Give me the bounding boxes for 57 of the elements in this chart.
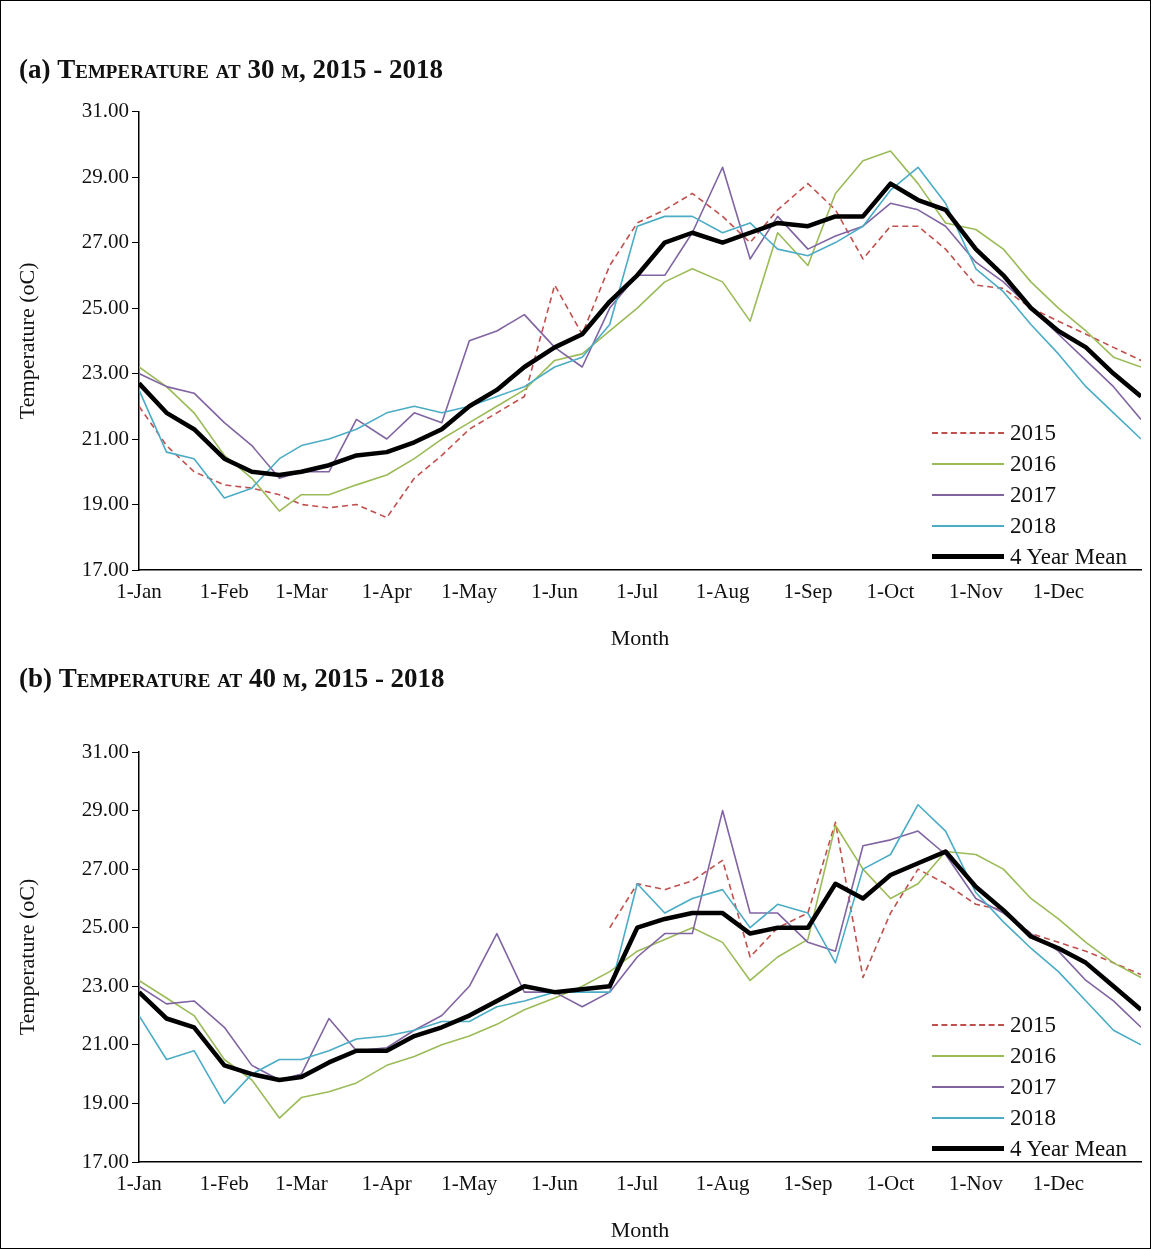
x-tick-label: 1-Dec — [1032, 579, 1085, 604]
legend-label: 2015 — [1010, 419, 1056, 447]
x-tick-label: 1-Aug — [695, 1171, 750, 1196]
x-tick-label: 1-Sep — [783, 579, 833, 604]
x-tick-label: 1-Oct — [866, 1171, 915, 1196]
x-tick-label: 1-Jun — [531, 579, 579, 604]
x-axis-title: Month — [610, 1216, 670, 1242]
legend-label: 2016 — [1010, 1042, 1056, 1070]
x-tick-label: 1-May — [441, 1171, 498, 1196]
y-tick-label: 19.00 — [81, 1089, 129, 1114]
y-tick-label: 25.00 — [81, 914, 129, 939]
x-tick-label: 1-Jul — [616, 1171, 659, 1196]
y-tick-label: 29.00 — [81, 797, 129, 822]
x-tick-label: 1-Jan — [116, 1171, 163, 1196]
chart-title: (a) Temperature at 30 m, 2015 - 2018 — [19, 54, 444, 84]
x-axis-title: Month — [610, 624, 670, 650]
legend-label: 2017 — [1010, 1073, 1056, 1101]
x-tick-label: 1-Apr — [361, 579, 412, 604]
y-tick-label: 27.00 — [81, 855, 129, 880]
x-tick-label: 1-Oct — [866, 579, 915, 604]
y-tick-label: 31.00 — [81, 98, 129, 123]
y-tick-label: 27.00 — [81, 229, 129, 254]
y-tick-label: 21.00 — [81, 425, 129, 450]
x-tick-label: 1-Apr — [361, 1171, 412, 1196]
y-axis-title: Temperature (oC) — [13, 878, 39, 1036]
y-tick-label: 17.00 — [81, 1148, 129, 1173]
x-tick-label: 1-Nov — [949, 579, 1004, 604]
y-tick-label: 23.00 — [81, 360, 129, 385]
x-tick-label: 1-Sep — [783, 1171, 833, 1196]
legend-label: 2018 — [1010, 512, 1056, 540]
x-tick-label: 1-Jan — [116, 579, 163, 604]
y-tick-label: 29.00 — [81, 163, 129, 188]
y-tick-label: 17.00 — [81, 556, 129, 581]
legend-label: 2017 — [1010, 481, 1056, 509]
y-tick-label: 19.00 — [81, 491, 129, 516]
legend-label: 2016 — [1010, 450, 1056, 478]
chart-title: (b) Temperature at 40 m, 2015 - 2018 — [19, 663, 445, 693]
x-tick-label: 1-Aug — [695, 579, 750, 604]
y-axis-title: Temperature (oC) — [13, 262, 39, 420]
x-tick-label: 1-Mar — [275, 1171, 328, 1196]
line-series — [608, 821, 1141, 979]
x-tick-label: 1-Nov — [949, 1171, 1004, 1196]
x-tick-label: 1-Dec — [1032, 1171, 1085, 1196]
y-tick-label: 31.00 — [81, 738, 129, 763]
legend-label: 2018 — [1010, 1104, 1056, 1132]
x-tick-label: 1-Mar — [275, 579, 328, 604]
y-tick-label: 25.00 — [81, 294, 129, 319]
x-tick-label: 1-Jun — [531, 1171, 579, 1196]
legend-label: 2015 — [1010, 1011, 1056, 1039]
y-tick-label: 21.00 — [81, 1031, 129, 1056]
x-tick-label: 1-Feb — [199, 1171, 249, 1196]
legend-label: 4 Year Mean — [1010, 543, 1127, 571]
y-tick-label: 23.00 — [81, 972, 129, 997]
x-tick-label: 1-Feb — [199, 579, 249, 604]
x-tick-label: 1-Jul — [616, 579, 659, 604]
x-tick-label: 1-May — [441, 579, 498, 604]
legend-label: 4 Year Mean — [1010, 1135, 1127, 1163]
